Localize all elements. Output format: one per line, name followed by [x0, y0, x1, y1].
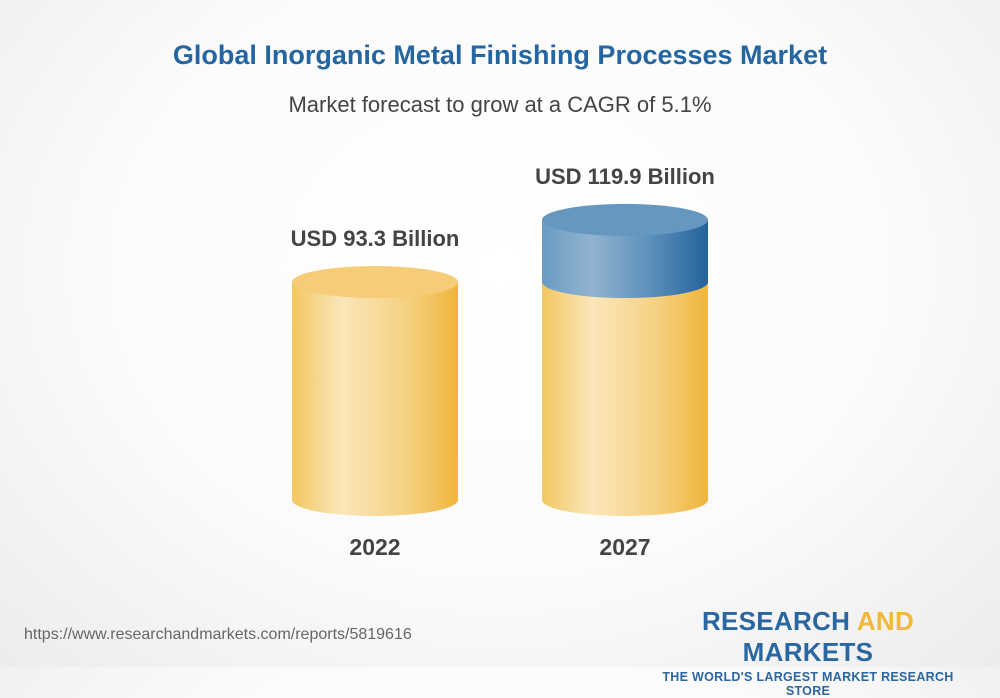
bar-2022-body — [292, 282, 458, 516]
source-url[interactable]: https://www.researchandmarkets.com/repor… — [24, 626, 412, 643]
bar-2027-base-body — [542, 282, 708, 516]
data-label: USD 119.9 Billion — [535, 164, 715, 189]
chart-title: Global Inorganic Metal Finishing Process… — [172, 40, 828, 70]
bar-2022-top — [292, 266, 458, 299]
bar-2027-growth-body — [542, 219, 708, 299]
category-label: 2022 — [349, 534, 400, 560]
cylinder-chart: USD 93.3 Billion 2022 USD 119.9 Billion 202… — [291, 164, 715, 560]
research-and-markets-logo: RESEARCH AND MARKETS THE WORLD'S LARGEST… — [662, 606, 954, 698]
category-label: 2027 — [599, 534, 650, 560]
data-label: USD 93.3 Billion — [291, 226, 460, 251]
bar-2027-growth-top — [542, 203, 708, 236]
chart-subtitle: Market forecast to grow at a CAGR of 5.1… — [288, 92, 712, 117]
